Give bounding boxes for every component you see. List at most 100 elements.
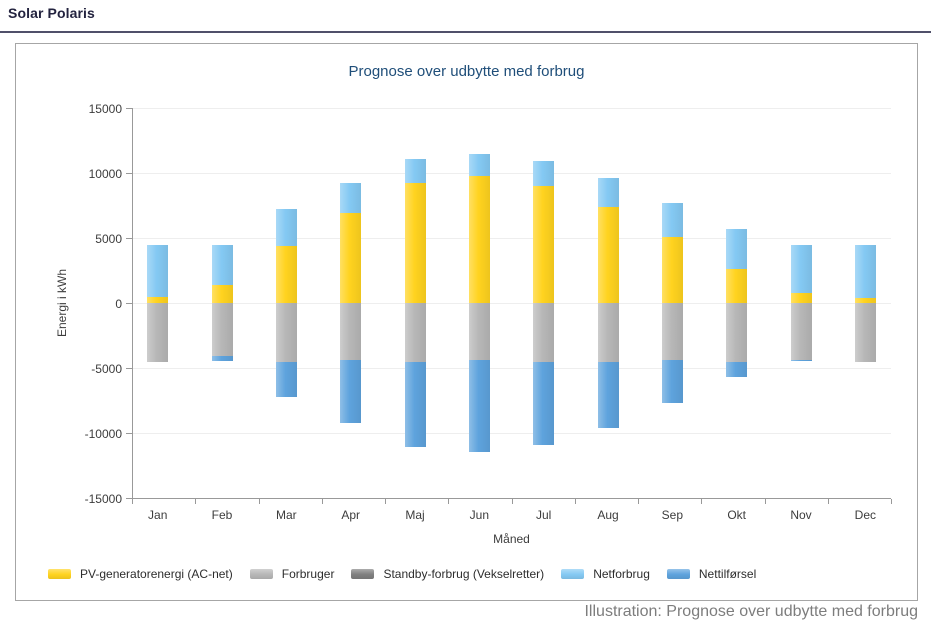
bar-segment — [661, 359, 683, 404]
x-tick-label: Apr — [341, 508, 361, 522]
bar-segment — [854, 244, 876, 298]
x-tick — [891, 499, 892, 504]
chart-title: Prognose over udbytte med forbrug — [348, 63, 585, 80]
legend-item: Forbruger — [249, 567, 335, 581]
x-tick — [764, 499, 766, 504]
legend-swatch — [249, 569, 273, 579]
gridline — [132, 433, 891, 434]
bar-segment — [533, 361, 555, 445]
bar-segment — [468, 359, 490, 453]
bar-segment — [597, 178, 619, 207]
bar-segment — [275, 209, 297, 246]
x-tick — [448, 499, 450, 504]
y-tick-label: -15000 — [84, 491, 122, 506]
y-tick-label: 15000 — [88, 101, 122, 116]
bar-segment — [211, 284, 233, 303]
bar-segment — [404, 361, 426, 448]
x-axis-title: Måned — [493, 532, 530, 546]
bar-segment — [726, 269, 748, 303]
bar-segment — [340, 303, 362, 360]
x-tick-label: Feb — [211, 508, 233, 522]
bar-segment — [147, 244, 169, 297]
y-tick — [126, 173, 132, 174]
legend-label: PV-generatorenergi (AC-net) — [80, 567, 233, 581]
bar-segment — [404, 158, 426, 184]
bar-segment — [468, 153, 490, 176]
legend-swatch — [666, 569, 690, 579]
bar-segment — [597, 206, 619, 303]
x-tick — [574, 499, 576, 504]
bar-segment — [468, 175, 490, 303]
gridline — [132, 303, 891, 304]
bar-segment — [404, 183, 426, 303]
x-tick — [132, 499, 133, 504]
caption: Illustration: Prognose over udbytte med … — [584, 603, 918, 620]
bar-segment — [661, 202, 683, 237]
x-tick-label: Jun — [469, 508, 490, 522]
bar-segment — [597, 361, 619, 428]
x-tick — [511, 499, 513, 504]
x-tick — [321, 499, 323, 504]
x-tick-label: Nov — [790, 508, 812, 522]
x-tick — [827, 499, 829, 504]
bar-segment — [340, 359, 362, 423]
x-tick-label: Dec — [854, 508, 876, 522]
y-tick — [126, 368, 132, 369]
bar-segment — [726, 361, 748, 378]
bar-segment — [468, 303, 490, 360]
bar-segment — [854, 297, 876, 303]
y-tick-label: 10000 — [88, 166, 122, 181]
bar-segment — [790, 244, 812, 293]
legend-swatch — [561, 569, 585, 579]
bar-segment — [404, 303, 426, 362]
x-tick-label: Okt — [727, 508, 746, 522]
y-tick — [126, 303, 132, 304]
bar-segment — [790, 303, 812, 360]
legend-label: Nettilførsel — [698, 567, 757, 581]
x-tick — [638, 499, 639, 504]
bar-segment — [211, 303, 233, 356]
bar-segment — [275, 303, 297, 362]
bar-segment — [597, 303, 619, 362]
bar-segment — [275, 245, 297, 303]
bar-segment — [533, 161, 555, 186]
y-tick — [126, 238, 132, 239]
x-tick-label: Sep — [661, 508, 683, 522]
legend-item: Standby-forbrug (Vekselretter) — [351, 567, 544, 581]
legend-label: Standby-forbrug (Vekselretter) — [383, 567, 545, 581]
x-tick-label: Maj — [405, 508, 425, 522]
bar-segment — [790, 292, 812, 303]
x-tick — [195, 499, 197, 504]
bar-segment — [533, 303, 555, 362]
bar-segment — [275, 361, 297, 397]
y-tick-label: -10000 — [84, 426, 122, 441]
x-tick-label: Jan — [148, 508, 168, 522]
bar-segment — [211, 355, 233, 362]
plot-area: Måned 15000 10000 5000 0 -5000 -10000 -15000 Ja… — [85, 102, 892, 546]
y-axis-line — [132, 108, 133, 499]
legend-label: Netforbrug — [593, 567, 650, 581]
x-tick — [258, 499, 260, 504]
bar-segment — [726, 228, 748, 270]
y-tick — [126, 433, 132, 434]
header-divider — [0, 31, 931, 33]
legend-item: Nettilførsel — [666, 567, 757, 581]
legend-item: PV-generatorenergi (AC-net) — [48, 567, 233, 581]
bar-segment — [726, 303, 748, 362]
x-axis-line — [132, 498, 891, 499]
x-tick-label: Aug — [597, 508, 619, 522]
y-tick — [126, 108, 132, 109]
bar-segment — [147, 303, 169, 362]
legend: PV-generatorenergi (AC-net) Forbruger Stan… — [48, 567, 756, 581]
chart-panel: Prognose over udbytte med forbrug Energi… — [15, 43, 918, 601]
y-tick — [126, 498, 132, 499]
y-tick-label: -5000 — [91, 361, 122, 376]
bar-segment — [340, 213, 362, 303]
legend-swatch — [351, 569, 375, 579]
x-tick — [385, 499, 386, 504]
legend-item: Netforbrug — [561, 567, 650, 581]
gridline — [132, 173, 891, 174]
bar-segment — [211, 244, 233, 285]
y-tick-label: 5000 — [95, 231, 122, 246]
legend-label: Forbruger — [281, 567, 335, 581]
